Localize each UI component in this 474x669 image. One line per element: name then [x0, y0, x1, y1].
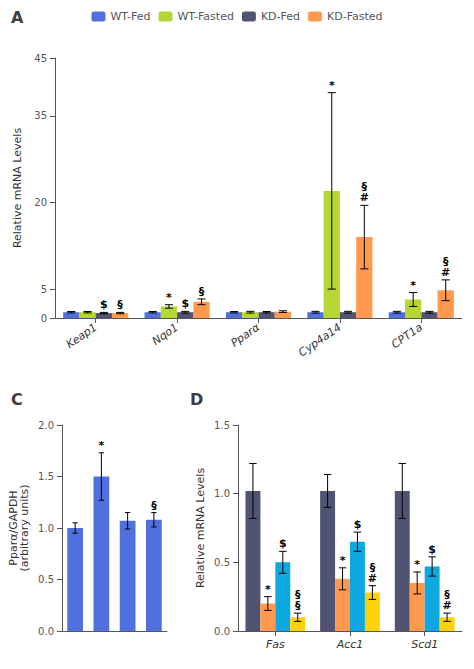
svg-text:(arbitrary units): (arbitrary units): [18, 484, 31, 571]
svg-text:D: D: [190, 390, 203, 409]
svg-text:0.0: 0.0: [214, 626, 230, 637]
svg-text:#: #: [360, 191, 369, 204]
svg-text:Relative mRNA Levels: Relative mRNA Levels: [11, 128, 24, 249]
svg-text:Nqo1: Nqo1: [150, 321, 181, 348]
svg-text:§: §: [199, 285, 205, 298]
svg-text:1.0: 1.0: [214, 488, 230, 499]
svg-text:§: §: [151, 499, 157, 512]
svg-text:WT-Fasted: WT-Fasted: [177, 10, 233, 23]
svg-text:0: 0: [41, 313, 47, 324]
svg-text:Relative mRNA Levels: Relative mRNA Levels: [194, 468, 207, 589]
svg-text:*: *: [265, 583, 271, 596]
svg-text:$: $: [279, 537, 287, 550]
svg-text:KD-Fed: KD-Fed: [261, 10, 300, 23]
svg-text:2.0: 2.0: [38, 420, 54, 431]
svg-text:0.5: 0.5: [38, 574, 54, 585]
svg-text:$: $: [181, 297, 189, 310]
svg-text:§: §: [117, 298, 123, 311]
svg-text:20: 20: [34, 197, 47, 208]
svg-text:A: A: [11, 8, 24, 27]
svg-text:$: $: [100, 298, 108, 311]
svg-text:*: *: [340, 554, 346, 567]
svg-text:1.5: 1.5: [214, 420, 230, 431]
svg-text:Keap1: Keap1: [64, 321, 100, 351]
svg-text:KD-Fasted: KD-Fasted: [327, 10, 383, 23]
svg-text:$: $: [428, 543, 436, 556]
svg-text:0.0: 0.0: [38, 626, 54, 637]
svg-text:#: #: [442, 599, 451, 612]
svg-text:Scd1: Scd1: [411, 638, 438, 651]
svg-text:$: $: [354, 518, 362, 531]
svg-text:35: 35: [34, 110, 47, 121]
svg-text:*: *: [410, 279, 416, 292]
svg-text:*: *: [329, 79, 335, 92]
svg-text:*: *: [166, 291, 172, 304]
svg-text:*: *: [414, 558, 420, 571]
svg-text:C: C: [11, 390, 23, 409]
svg-text:WT-Fed: WT-Fed: [110, 10, 150, 23]
svg-text:Pparα/GAPDH: Pparα/GAPDH: [7, 490, 20, 566]
svg-text:CPT1a: CPT1a: [389, 321, 425, 352]
svg-text:Pparα: Pparα: [228, 320, 262, 350]
svg-text:1.0: 1.0: [38, 523, 54, 534]
svg-text:0.5: 0.5: [214, 557, 230, 568]
svg-text:#: #: [368, 572, 377, 585]
svg-text:#: #: [441, 266, 450, 279]
svg-text:§: §: [295, 599, 301, 612]
svg-text:Cyp4a14: Cyp4a14: [296, 321, 344, 360]
svg-text:45: 45: [34, 53, 47, 64]
svg-text:*: *: [98, 439, 104, 452]
svg-text:Fas: Fas: [266, 638, 285, 651]
svg-text:5: 5: [41, 284, 47, 295]
svg-text:1.5: 1.5: [38, 471, 54, 482]
svg-text:Acc1: Acc1: [336, 638, 364, 651]
